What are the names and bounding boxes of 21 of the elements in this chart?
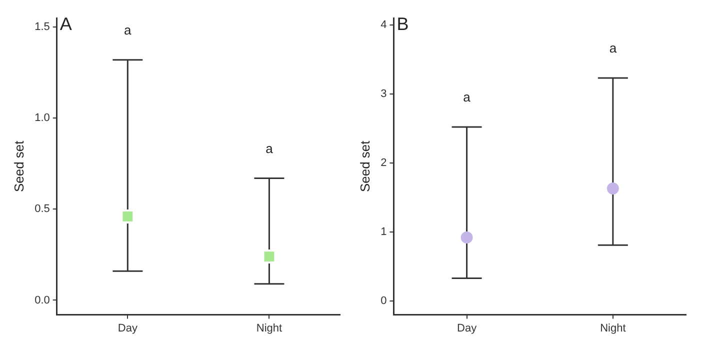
y-axis-title: Seed set — [11, 140, 26, 192]
annotation: a — [609, 40, 618, 56]
y-axis-title: Seed set — [357, 140, 372, 192]
y-tick-label: 4 — [380, 18, 387, 31]
annotation: a — [124, 22, 132, 38]
x-tick-label: Day — [118, 322, 138, 334]
annotation: a — [463, 90, 472, 105]
y-tick-label: 0.0 — [34, 294, 50, 306]
y-tick-label: 2 — [380, 156, 387, 169]
y-tick-label: 1.0 — [34, 112, 50, 124]
x-tick-label: Night — [256, 322, 282, 334]
y-tick-label: 3 — [380, 88, 387, 100]
y-tick-label: 0 — [380, 295, 387, 308]
y-tick-label: 0.5 — [34, 203, 50, 216]
y-tick-label: 1.5 — [34, 21, 50, 34]
x-tick-label: Day — [457, 322, 478, 334]
chart-title: A — [60, 14, 72, 34]
x-tick-label: Night — [600, 322, 626, 334]
annotation: a — [266, 140, 274, 156]
y-tick-label: 1 — [380, 226, 387, 238]
chart-title: B — [396, 14, 409, 34]
